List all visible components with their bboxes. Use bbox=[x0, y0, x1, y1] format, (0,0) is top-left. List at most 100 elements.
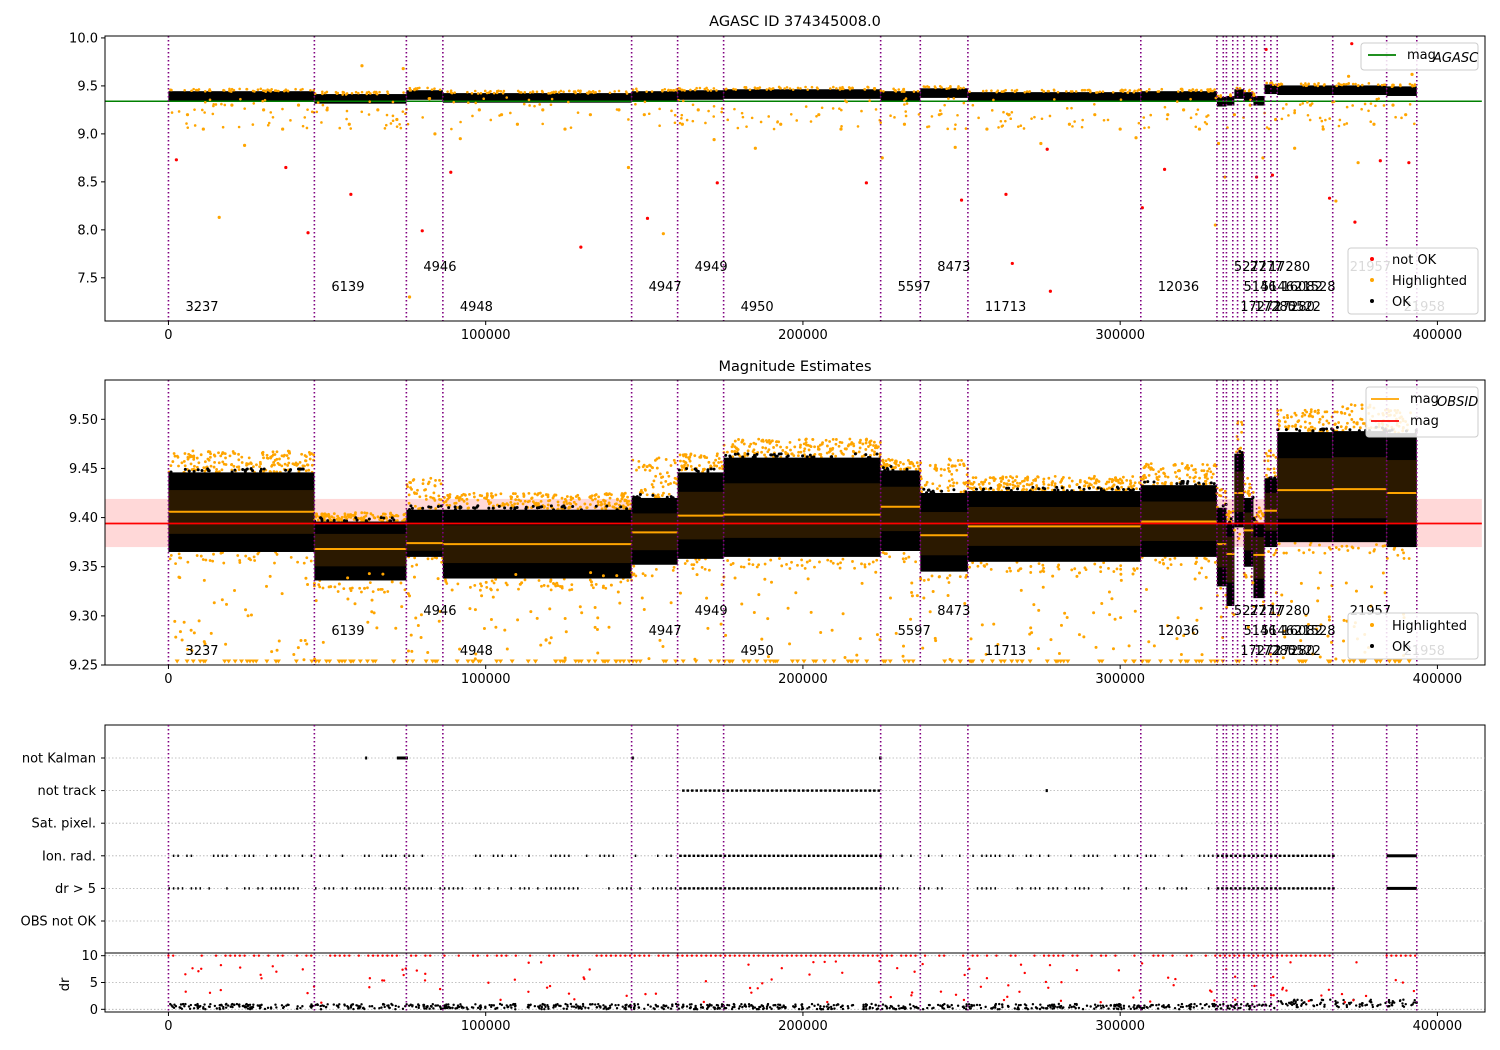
ok-point bbox=[475, 505, 479, 509]
flag-marker bbox=[612, 854, 615, 857]
highlighted-point bbox=[576, 111, 580, 114]
highlighted-point bbox=[1005, 570, 1009, 573]
highlighted-point bbox=[1407, 557, 1411, 560]
highlighted-point bbox=[203, 100, 207, 104]
highlighted-point bbox=[804, 438, 808, 442]
highlighted-point bbox=[294, 87, 297, 91]
highlighted-point bbox=[215, 468, 219, 471]
flag-marker bbox=[412, 887, 415, 890]
highlighted-point bbox=[402, 91, 405, 94]
highlighted-point bbox=[1027, 483, 1031, 487]
highlighted-point bbox=[1293, 411, 1297, 415]
highlighted-point bbox=[1360, 83, 1364, 87]
dr-ok-point bbox=[837, 1003, 840, 1006]
highlighted-point bbox=[1307, 414, 1311, 418]
ok-point bbox=[540, 505, 544, 509]
flag-marker bbox=[1327, 854, 1331, 857]
highlighted-point bbox=[1010, 89, 1014, 92]
highlighted-point bbox=[1408, 103, 1412, 106]
flag-marker bbox=[683, 887, 687, 890]
highlighted-point bbox=[1163, 474, 1167, 478]
ok-point bbox=[1273, 476, 1277, 480]
dr-ok-point bbox=[877, 1004, 880, 1007]
highlighted-point bbox=[470, 92, 474, 95]
highlighted-point bbox=[873, 450, 876, 454]
clipped-point-marker bbox=[1097, 659, 1103, 664]
highlighted-point bbox=[839, 561, 842, 565]
flag-marker bbox=[741, 854, 744, 857]
highlighted-point bbox=[1093, 113, 1097, 117]
flag-marker bbox=[852, 854, 856, 857]
flag-marker bbox=[794, 854, 798, 857]
highlighted-point bbox=[1161, 558, 1165, 562]
highlighted-point bbox=[522, 492, 525, 496]
highlighted-point bbox=[1145, 89, 1149, 93]
highlighted-point bbox=[1203, 473, 1207, 477]
highlighted-point bbox=[345, 517, 349, 521]
flag-marker bbox=[1034, 887, 1037, 890]
highlighted-point bbox=[1062, 476, 1065, 479]
dr-ok-point bbox=[1093, 1007, 1096, 1010]
highlighted-point bbox=[838, 566, 842, 570]
dr-ok-point bbox=[888, 1006, 891, 1010]
highlighted-point bbox=[1342, 82, 1346, 86]
dr-red-point bbox=[214, 954, 218, 957]
highlighted-point bbox=[951, 484, 955, 488]
highlighted-point bbox=[486, 499, 490, 502]
flag-marker bbox=[670, 887, 672, 890]
flag-marker bbox=[927, 887, 930, 890]
not-ok-point bbox=[420, 229, 424, 233]
flag-marker bbox=[710, 887, 713, 890]
dr-ok-point bbox=[1145, 1005, 1148, 1009]
highlighted-point bbox=[981, 482, 985, 486]
highlighted-point bbox=[473, 583, 477, 587]
flag-marker bbox=[686, 789, 690, 792]
highlighted-point bbox=[1163, 472, 1166, 476]
highlighted-point bbox=[783, 87, 786, 90]
highlighted-point bbox=[698, 86, 702, 90]
clipped-point-marker bbox=[1377, 659, 1383, 664]
legend-label: mag bbox=[1407, 48, 1436, 63]
ok-point bbox=[1284, 428, 1288, 432]
highlighted-point bbox=[1095, 478, 1099, 482]
dr-ok-point bbox=[1135, 1007, 1138, 1010]
flag-marker bbox=[1229, 887, 1233, 890]
ok-point bbox=[1041, 486, 1045, 490]
highlighted-point bbox=[1286, 416, 1290, 420]
dr-ok-point bbox=[594, 1003, 597, 1006]
highlighted-point bbox=[1367, 109, 1370, 113]
clipped-point-marker bbox=[1019, 659, 1025, 664]
ok-point bbox=[200, 468, 204, 472]
highlighted-point bbox=[647, 657, 651, 661]
highlighted-point bbox=[1173, 471, 1177, 474]
ok-point bbox=[487, 506, 491, 510]
highlighted-point bbox=[1059, 480, 1063, 484]
highlighted-point bbox=[1110, 480, 1114, 484]
dr-ok-point bbox=[1017, 1003, 1021, 1007]
ok-point bbox=[1295, 427, 1299, 431]
highlighted-point bbox=[391, 100, 395, 104]
highlighted-point bbox=[245, 87, 249, 91]
highlighted-point bbox=[1011, 476, 1015, 480]
dr-ok-point bbox=[599, 1006, 602, 1009]
dr-ok-point bbox=[275, 1006, 278, 1009]
highlighted-point bbox=[656, 493, 660, 497]
highlighted-point bbox=[379, 587, 383, 591]
dr-ok-point bbox=[963, 1006, 966, 1010]
dr-ok-point bbox=[1143, 1004, 1146, 1007]
dr-ok-point bbox=[685, 1005, 689, 1008]
flag-marker bbox=[190, 887, 193, 890]
dr-ok-point bbox=[1179, 1005, 1183, 1009]
ok-point bbox=[491, 506, 495, 510]
clipped-point-marker bbox=[454, 659, 460, 664]
highlighted-point bbox=[1206, 469, 1209, 473]
dr-ok-point bbox=[1295, 1003, 1298, 1007]
highlighted-point bbox=[1316, 599, 1320, 603]
highlighted-point bbox=[1165, 624, 1169, 628]
highlighted-point bbox=[317, 583, 321, 587]
ok-band-segment bbox=[1332, 85, 1387, 96]
clipped-point-marker bbox=[1058, 659, 1064, 664]
highlighted-point bbox=[505, 96, 509, 99]
dr-red-point bbox=[305, 954, 308, 957]
flag-marker bbox=[803, 887, 807, 890]
